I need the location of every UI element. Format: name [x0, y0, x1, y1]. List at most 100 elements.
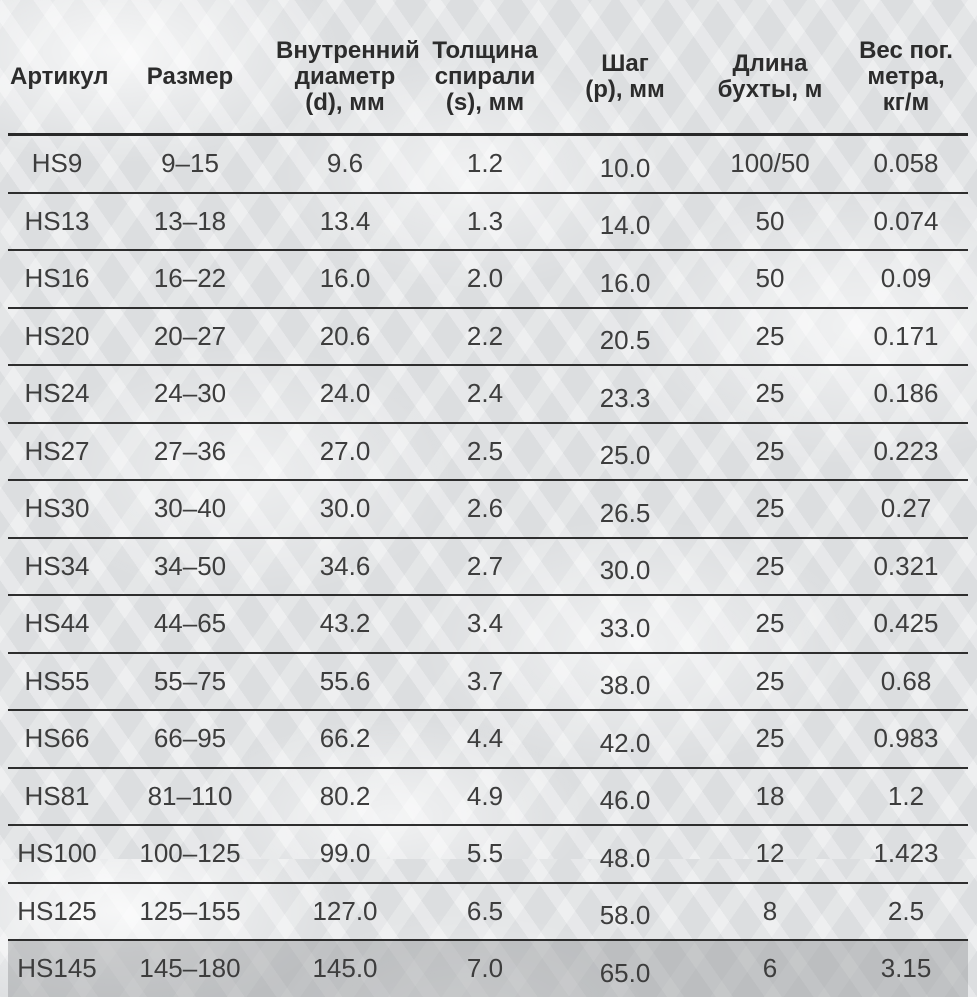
- header-cell-coil-length: Длина бухты, м: [696, 0, 844, 136]
- cell-article: HS30: [8, 479, 106, 538]
- cell-size: 24–30: [106, 364, 274, 423]
- cell-spiral-thickness: 7.0: [416, 939, 554, 997]
- table-row: HS125 125–155 127.0 6.5 58.0 8 2.5: [8, 881, 968, 940]
- cell-pitch: 38.0: [554, 651, 696, 710]
- cell-spiral-thickness: 2.6: [416, 479, 554, 538]
- cell-coil-length: 25: [696, 709, 844, 768]
- cell-article: HS16: [8, 249, 106, 308]
- cell-inner-diameter: 30.0: [274, 479, 416, 538]
- header-cell-spiral-thickness: Толщина спирали (s), мм: [416, 0, 554, 136]
- cell-pitch: 58.0: [554, 881, 696, 940]
- cell-article: HS81: [8, 766, 106, 825]
- cell-pitch: 48.0: [554, 824, 696, 883]
- cell-inner-diameter: 66.2: [274, 709, 416, 768]
- cell-pitch: 14.0: [554, 191, 696, 250]
- table-row: HS16 16–22 16.0 2.0 16.0 50 0.09: [8, 249, 968, 308]
- cell-weight: 0.983: [844, 709, 968, 768]
- cell-inner-diameter: 43.2: [274, 594, 416, 653]
- table-row: HS24 24–30 24.0 2.4 23.3 25 0.186: [8, 364, 968, 423]
- cell-size: 100–125: [106, 824, 274, 883]
- cell-coil-length: 50: [696, 191, 844, 250]
- cell-weight: 0.425: [844, 594, 968, 653]
- table-row: HS55 55–75 55.6 3.7 38.0 25 0.68: [8, 651, 968, 710]
- cell-weight: 0.223: [844, 421, 968, 480]
- cell-size: 9–15: [161, 148, 219, 179]
- cell-spiral-thickness: 2.2: [416, 306, 554, 365]
- cell-pitch: 26.5: [554, 479, 696, 538]
- cell-article: HS13: [8, 191, 106, 250]
- cell-pitch: 33.0: [554, 594, 696, 653]
- cell-pitch: 46.0: [554, 766, 696, 825]
- cell-coil-length: 25: [696, 306, 844, 365]
- table-body: HS9 9–15 9.6 1.2 10.0 100/50 0.058 HS13 13–18 13.…: [8, 135, 968, 997]
- cell-size: 30–40: [106, 479, 274, 538]
- cell-inner-diameter: 27.0: [274, 421, 416, 480]
- cell-article: HS100: [8, 824, 106, 883]
- cell-weight: 3.15: [844, 939, 968, 997]
- cell-size: 66–95: [106, 709, 274, 768]
- table-row: HS145 145–180 145.0 7.0 65.0 6 3.15: [8, 939, 968, 997]
- header-cell-inner-diameter: Внутренний диаметр (d), мм: [274, 0, 420, 136]
- cell-size: 125–155: [106, 881, 274, 940]
- header-cell-size: Размер: [106, 0, 274, 136]
- cell-coil-length: 12: [696, 824, 844, 883]
- cell-weight: 0.186: [844, 364, 968, 423]
- cell-spiral-thickness: 3.4: [416, 594, 554, 653]
- cell-spiral-thickness: 1.3: [416, 191, 554, 250]
- cell-coil-length: 100/50: [730, 148, 810, 179]
- cell-spiral-thickness: 2.7: [416, 536, 554, 595]
- cell-pitch: 25.0: [554, 421, 696, 480]
- cell-inner-diameter: 20.6: [274, 306, 416, 365]
- cell-coil-length: 8: [696, 881, 844, 940]
- cell-article: HS24: [8, 364, 106, 423]
- table-row: HS44 44–65 43.2 3.4 33.0 25 0.425: [8, 594, 968, 653]
- table-row: HS9 9–15 9.6 1.2 10.0 100/50 0.058: [8, 135, 968, 193]
- cell-pitch: 42.0: [554, 709, 696, 768]
- table-row: HS20 20–27 20.6 2.2 20.5 25 0.171: [8, 306, 968, 365]
- cell-coil-length: 25: [696, 594, 844, 653]
- cell-article: HS44: [8, 594, 106, 653]
- cell-size: 16–22: [106, 249, 274, 308]
- cell-article: HS9: [31, 148, 83, 179]
- cell-weight: 2.5: [844, 881, 968, 940]
- cell-weight: 1.423: [844, 824, 968, 883]
- cell-weight: 0.058: [873, 148, 939, 179]
- cell-coil-length: 25: [696, 651, 844, 710]
- cell-coil-length: 25: [696, 479, 844, 538]
- cell-spiral-thickness: 4.9: [416, 766, 554, 825]
- cell-coil-length: 18: [696, 766, 844, 825]
- cell-inner-diameter: 13.4: [274, 191, 416, 250]
- cell-pitch: 20.5: [554, 306, 696, 365]
- table-row: HS13 13–18 13.4 1.3 14.0 50 0.074: [8, 191, 968, 250]
- cell-inner-diameter: 16.0: [274, 249, 416, 308]
- table-row: HS30 30–40 30.0 2.6 26.5 25 0.27: [8, 479, 968, 538]
- table-row: HS34 34–50 34.6 2.7 30.0 25 0.321: [8, 536, 968, 595]
- cell-pitch: 30.0: [554, 536, 696, 595]
- cell-spiral-thickness: 2.5: [416, 421, 554, 480]
- table-header: Артикул Размер Внутренний диаметр (d), м…: [8, 0, 968, 136]
- header-cell-pitch: Шаг (p), мм: [554, 0, 696, 136]
- cell-coil-length: 6: [696, 939, 844, 997]
- header-cell-weight: Вес пог. метра, кг/м: [844, 0, 968, 136]
- cell-coil-length: 25: [696, 364, 844, 423]
- cell-spiral-thickness: 4.4: [416, 709, 554, 768]
- cell-weight: 0.074: [844, 191, 968, 250]
- cell-spiral-thickness: 1.2: [466, 148, 504, 179]
- cell-weight: 1.2: [844, 766, 968, 825]
- cell-size: 145–180: [106, 939, 274, 997]
- header-cell-article: Артикул: [8, 0, 108, 136]
- cell-size: 55–75: [106, 651, 274, 710]
- cell-weight: 0.321: [844, 536, 968, 595]
- cell-article: HS27: [8, 421, 106, 480]
- cell-size: 44–65: [106, 594, 274, 653]
- cell-article: HS66: [8, 709, 106, 768]
- cell-article: HS55: [8, 651, 106, 710]
- cell-size: 34–50: [106, 536, 274, 595]
- cell-pitch: 23.3: [554, 364, 696, 423]
- cell-inner-diameter: 9.6: [326, 148, 364, 179]
- spec-table: Артикул Размер Внутренний диаметр (d), м…: [8, 0, 968, 997]
- cell-coil-length: 25: [696, 536, 844, 595]
- table-row: HS66 66–95 66.2 4.4 42.0 25 0.983: [8, 709, 968, 768]
- cell-inner-diameter: 80.2: [274, 766, 416, 825]
